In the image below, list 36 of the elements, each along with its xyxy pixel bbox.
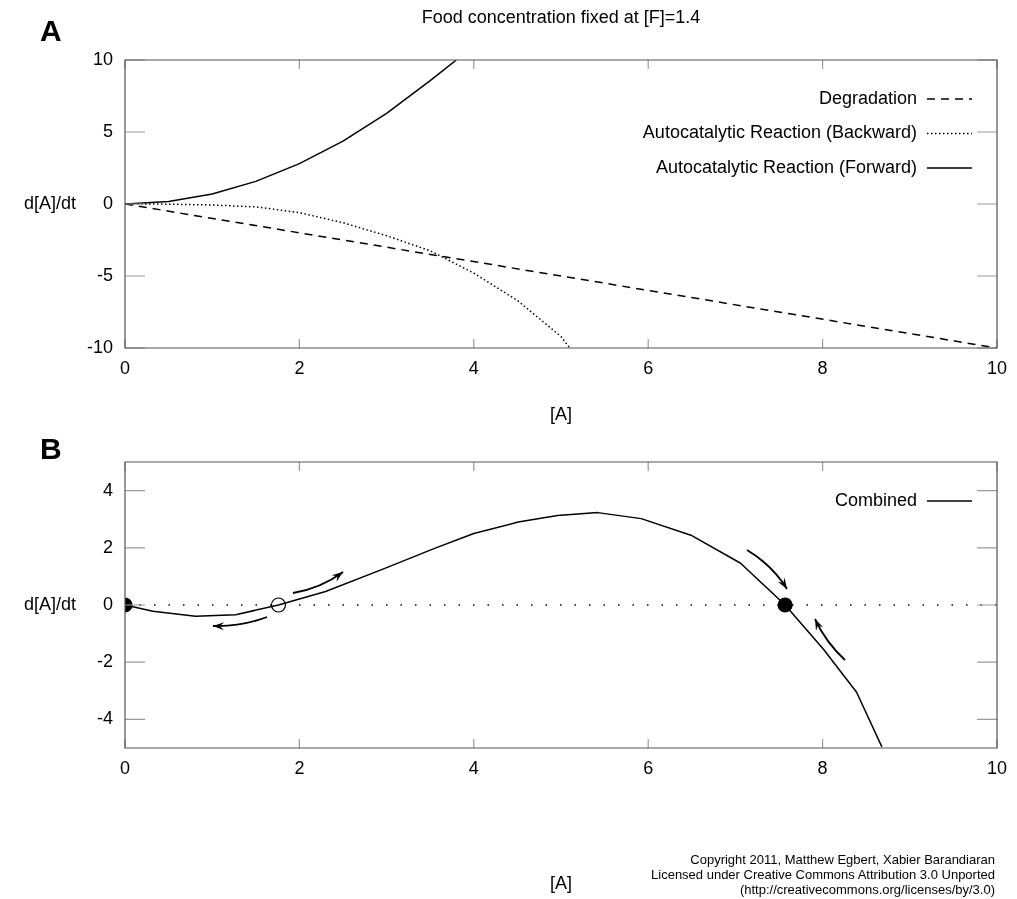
legend-label: Autocatalytic Reaction (Backward) — [642, 122, 917, 143]
y-tick-label: 0 — [102, 593, 113, 614]
text: Copyright 2011, Matthew Egbert, Xabier Barandiaran — [689, 852, 995, 867]
x-tick-label: 4 — [468, 357, 479, 378]
text: (http://creativecommons.org/licenses/by/3.0) — [738, 882, 995, 897]
chart-title: Food concentration fixed at [F]=1.4 — [421, 6, 701, 27]
x-tick-label: 10 — [986, 357, 1007, 378]
x-tick-label: 6 — [643, 757, 654, 778]
x-tick-label: 6 — [643, 357, 654, 378]
x-tick-label: 8 — [817, 357, 828, 378]
y-tick-label: 2 — [102, 536, 113, 557]
x-tick-label: 10 — [986, 757, 1007, 778]
text: Licensed under Creative Commons Attribution 3.0 Unported — [651, 867, 995, 882]
text: A — [40, 14, 62, 48]
y-tick-label: 10 — [92, 48, 113, 69]
x-tick-label: 2 — [294, 757, 305, 778]
x-tick-label: 8 — [817, 757, 828, 778]
legend-label: Degradation — [818, 87, 917, 108]
legend-label: Autocatalytic Reaction (Forward) — [655, 156, 917, 177]
x-tick-label: 2 — [294, 357, 305, 378]
x-axis-title: [A] — [549, 404, 572, 425]
y-axis-title: d[A]/dt — [24, 192, 77, 213]
x-axis-title: [A] — [549, 873, 572, 894]
y-axis-title: d[A]/dt — [24, 593, 77, 614]
x-tick-label: 0 — [119, 357, 131, 378]
y-tick-label: 0 — [102, 192, 113, 213]
x-tick-label: 0 — [119, 757, 131, 778]
text: B — [40, 432, 62, 466]
legend-label: Combined — [834, 489, 917, 510]
y-tick-label: 4 — [102, 479, 113, 500]
y-tick-label: 5 — [102, 120, 113, 141]
x-tick-label: 4 — [468, 757, 479, 778]
y-tick-label: -2 — [96, 651, 113, 672]
y-tick-label: -5 — [96, 264, 113, 285]
y-tick-label: -4 — [96, 708, 113, 729]
y-tick-label: -10 — [86, 336, 113, 357]
